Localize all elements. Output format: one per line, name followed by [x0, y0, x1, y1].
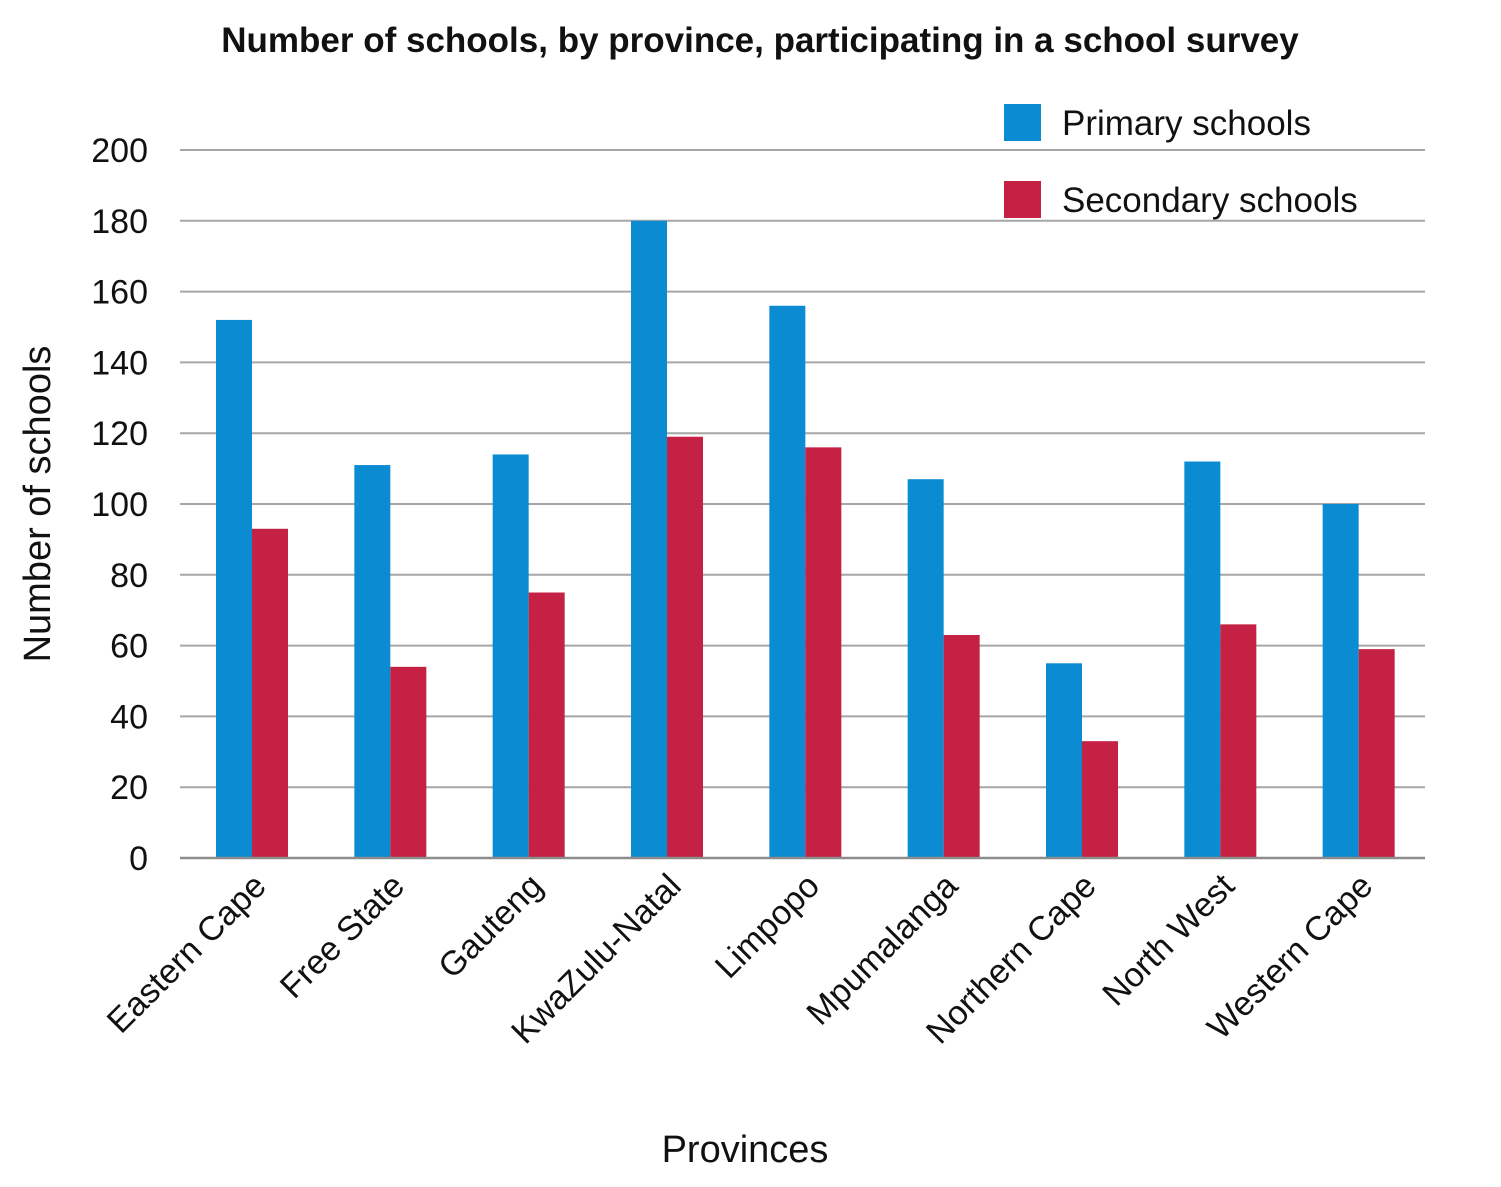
- bars: [216, 220, 1395, 859]
- bar-primary: [354, 465, 391, 858]
- y-tick-label: 200: [91, 132, 148, 170]
- x-category-label: Limpopo: [708, 867, 827, 986]
- bar-secondary: [1082, 741, 1118, 858]
- legend: Primary schools Secondary schools: [1004, 104, 1358, 220]
- bar-secondary: [805, 447, 842, 858]
- bar-primary: [907, 479, 944, 858]
- y-tick-label: 100: [91, 486, 148, 524]
- x-axis-title: Provinces: [662, 1129, 829, 1171]
- y-tick-label: 40: [110, 698, 148, 736]
- y-axis-ticks: 0 20 40 60 80 100 120 140 160 180 200: [91, 132, 148, 878]
- legend-swatch: [1004, 181, 1041, 218]
- y-tick-label: 180: [91, 203, 148, 241]
- x-axis-category-labels: Eastern Cape Free State GautengKwaZulu-Nat…: [100, 866, 1381, 1051]
- bar-primary: [1046, 663, 1082, 858]
- legend-swatch: [1004, 104, 1041, 141]
- bar-primary: [492, 454, 529, 858]
- bar-primary: [216, 319, 252, 858]
- y-tick-label: 140: [91, 344, 148, 382]
- x-category-label: Eastern Cape: [100, 867, 274, 1041]
- bar-secondary: [390, 666, 427, 858]
- x-category-label: North West: [1095, 866, 1242, 1013]
- x-category-label: Gauteng: [431, 867, 550, 986]
- bar-secondary: [1220, 624, 1257, 858]
- bar-primary: [631, 220, 667, 859]
- y-axis-title: Number of schools: [17, 346, 59, 663]
- legend-label: Primary schools: [1062, 104, 1311, 143]
- bar-secondary: [943, 634, 980, 858]
- y-tick-label: 60: [110, 628, 148, 666]
- bar-primary: [1184, 461, 1221, 858]
- bar-primary: [769, 305, 806, 858]
- bar-secondary: [252, 528, 288, 858]
- bar-primary: [1322, 504, 1359, 858]
- bar-secondary: [528, 592, 565, 858]
- y-tick-label: 160: [91, 274, 148, 312]
- y-tick-label: 0: [129, 840, 148, 878]
- chart-title: Number of schools, by province, particip…: [221, 21, 1299, 60]
- bar-secondary: [1358, 649, 1395, 858]
- x-category-label: Free State: [273, 867, 412, 1006]
- y-tick-label: 120: [91, 415, 148, 453]
- legend-label: Secondary schools: [1062, 181, 1358, 220]
- y-tick-label: 80: [110, 557, 148, 595]
- bar-secondary: [667, 436, 703, 858]
- y-tick-label: 20: [110, 769, 148, 807]
